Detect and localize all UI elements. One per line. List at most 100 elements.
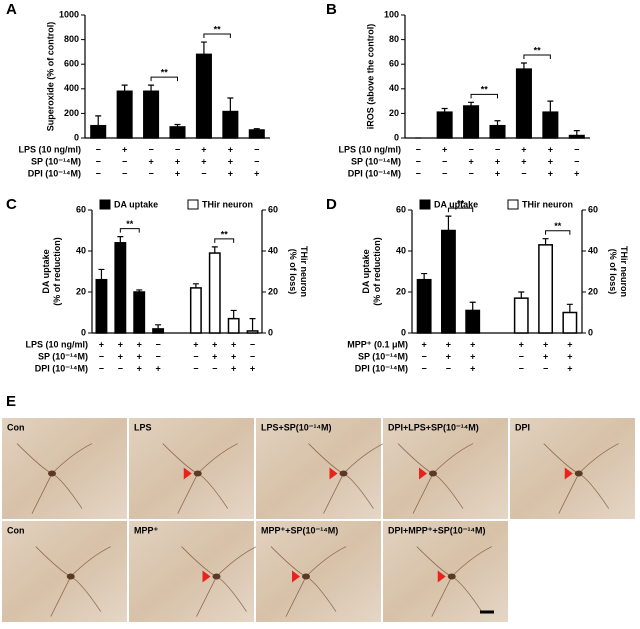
micrograph-label: MPP⁺+SP(10⁻¹⁴M)	[261, 525, 338, 535]
y2-tick-label: 20	[588, 286, 598, 296]
axis-label: iROS (above the control)	[365, 24, 375, 130]
condition-mark: +	[470, 339, 475, 349]
condition-mark: +	[148, 156, 153, 166]
y2-tick-label: 60	[588, 204, 598, 214]
condition-mark: +	[231, 363, 236, 373]
condition-mark: −	[148, 144, 153, 154]
condition-mark: +	[228, 144, 233, 154]
y-tick-label: 1000	[59, 9, 79, 19]
micrograph-label: LPS+SP(10⁻¹⁴M)	[261, 422, 331, 432]
panel-letter: A	[6, 1, 17, 18]
y2-tick-label: 20	[268, 286, 278, 296]
y-tick-label: 20	[389, 108, 399, 118]
bar	[133, 291, 146, 334]
micrograph-label: DPI+LPS+SP(10⁻¹⁴M)	[388, 422, 479, 432]
y-tick-label: 100	[384, 9, 399, 19]
y-tick-label: 60	[76, 204, 86, 214]
condition-mark: +	[548, 156, 553, 166]
error-bar	[468, 101, 475, 107]
bar	[248, 129, 265, 139]
bar	[416, 278, 432, 334]
micrograph	[129, 418, 254, 519]
bar	[568, 134, 585, 139]
condition-mark: −	[422, 351, 427, 361]
condition-mark: −	[99, 363, 104, 373]
condition-mark: +	[495, 168, 500, 178]
chart-panel: A 0 200 400 600 800 1000 Superoxide (% of contr…	[6, 1, 270, 178]
condition-label: MPP⁺ (0.1 μM)	[347, 339, 408, 349]
condition-mark: +	[446, 351, 451, 361]
y-tick-label: 20	[396, 286, 406, 296]
condition-mark: −	[521, 168, 526, 178]
condition-mark: +	[468, 156, 473, 166]
condition-mark: −	[122, 156, 127, 166]
condition-mark: +	[422, 339, 427, 349]
error-bar	[174, 123, 181, 127]
condition-label: SP (10⁻¹⁴M)	[351, 156, 401, 166]
micrograph-label: DPI+MPP⁺+SP(10⁻¹⁴M)	[388, 525, 485, 535]
significance-label: **	[554, 221, 562, 231]
condition-mark: −	[118, 363, 123, 373]
condition-mark: −	[201, 168, 206, 178]
condition-mark: +	[175, 156, 180, 166]
condition-mark: +	[118, 351, 123, 361]
significance-label: **	[481, 85, 489, 95]
condition-mark: −	[175, 144, 180, 154]
y-tick-label: 0	[401, 327, 406, 337]
condition-mark: +	[548, 144, 553, 154]
condition-mark: −	[468, 144, 473, 154]
condition-mark: +	[201, 156, 206, 166]
neuron-body	[212, 573, 221, 580]
condition-label: DPI (10⁻¹⁴M)	[348, 168, 401, 178]
significance-bracket	[214, 238, 235, 243]
condition-mark: −	[574, 156, 579, 166]
condition-mark: −	[422, 363, 427, 373]
micrograph	[256, 418, 381, 519]
y2-tick-label: 60	[268, 204, 278, 214]
micrograph	[510, 418, 635, 519]
y-tick-label: 40	[396, 245, 406, 255]
significance-bracket	[150, 76, 178, 82]
bar	[515, 68, 532, 139]
axis-label: THir neuron(% of loss)	[608, 246, 629, 297]
y-tick-label: 80	[389, 34, 399, 44]
condition-mark: +	[567, 363, 572, 373]
significance-label: **	[126, 219, 134, 229]
condition-mark: +	[470, 363, 475, 373]
axis-label: THir neuron(% of loss)	[288, 246, 309, 297]
condition-mark: −	[99, 351, 104, 361]
condition-mark: +	[548, 168, 553, 178]
bar	[90, 124, 107, 139]
error-bar	[121, 84, 128, 92]
condition-mark: +	[137, 363, 142, 373]
micrograph-label: LPS	[134, 422, 152, 432]
y-tick-label: 0	[394, 132, 399, 142]
significance-bracket	[470, 93, 498, 99]
condition-mark: −	[495, 144, 500, 154]
condition-mark: −	[574, 144, 579, 154]
bar	[95, 278, 108, 334]
y2-tick-label: 0	[588, 327, 593, 337]
bar	[195, 53, 212, 139]
arrowhead	[329, 467, 338, 480]
neuron-body	[429, 470, 437, 477]
condition-mark: +	[495, 156, 500, 166]
condition-mark: +	[250, 363, 255, 373]
error-bar	[95, 115, 102, 126]
condition-mark: −	[519, 351, 524, 361]
condition-mark: −	[254, 144, 259, 154]
y-tick-label: 400	[64, 83, 79, 93]
legend-label: DA uptake	[114, 199, 158, 209]
condition-mark: −	[96, 156, 101, 166]
condition-mark: −	[193, 351, 198, 361]
condition-mark: +	[567, 339, 572, 349]
significance-bracket	[447, 207, 474, 213]
neuron-body	[447, 573, 456, 580]
y-tick-label: 60	[389, 59, 399, 69]
micrograph-label: Con	[7, 422, 25, 432]
condition-mark: −	[254, 156, 259, 166]
condition-mark: +	[470, 351, 475, 361]
error-bar	[547, 100, 554, 113]
condition-mark: +	[228, 168, 233, 178]
